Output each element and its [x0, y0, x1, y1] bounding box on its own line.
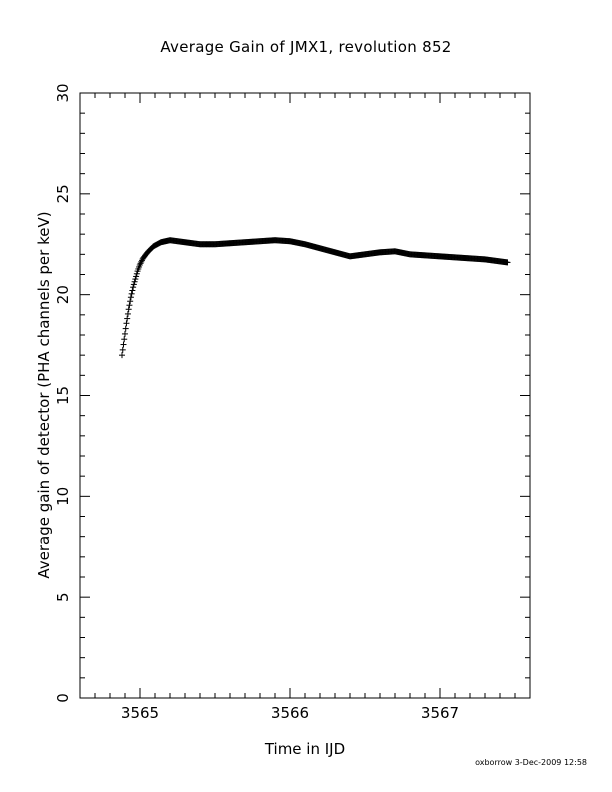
y-tick-label: 5	[54, 592, 72, 602]
data-point	[133, 273, 140, 280]
x-axis-label: Time in IJD	[264, 740, 346, 758]
footer-credit: oxborrow 3-Dec-2009 12:58	[475, 758, 587, 767]
data-point	[121, 330, 128, 337]
data-point	[119, 346, 126, 353]
data-point	[129, 287, 136, 294]
x-tick-label: 3565	[121, 704, 159, 722]
y-tick-label: 10	[54, 487, 72, 506]
data-point	[133, 270, 140, 277]
plot-border	[79, 92, 531, 699]
y-tick-label: 15	[54, 386, 72, 405]
data-point	[130, 284, 137, 291]
data-point	[124, 310, 131, 317]
y-tick-label: 25	[54, 184, 72, 203]
data-point	[119, 352, 125, 359]
y-tick-label: 0	[54, 693, 72, 703]
data-point	[137, 260, 144, 267]
data-point	[123, 320, 130, 327]
chart-title: Average Gain of JMX1, revolution 852	[160, 38, 452, 56]
plot-frame	[79, 92, 531, 699]
data-point	[126, 302, 133, 309]
data-point	[130, 281, 137, 288]
y-axis-label: Average gain of detector (PHA channels p…	[35, 211, 53, 579]
data-point	[121, 336, 128, 343]
data-point	[139, 257, 146, 264]
y-tick-label: 30	[54, 83, 72, 102]
data-point	[125, 306, 132, 313]
data-point	[131, 278, 138, 285]
data-point	[132, 276, 139, 283]
data-point	[504, 259, 511, 266]
x-tick-label: 3566	[271, 704, 309, 722]
data-point	[138, 258, 145, 265]
data-point	[120, 341, 127, 348]
y-tick-label: 20	[54, 285, 72, 304]
data-point	[124, 315, 131, 322]
axis-ticks	[79, 92, 531, 699]
x-tick-label: 3567	[421, 704, 459, 722]
data-point	[122, 325, 129, 332]
data-point	[128, 290, 135, 297]
data-point	[127, 298, 134, 305]
data-point	[127, 294, 134, 301]
axis-tick-labels: 3565 3566 3567 0 5 10 15 20 25 30	[54, 83, 459, 722]
data-points	[119, 237, 511, 359]
